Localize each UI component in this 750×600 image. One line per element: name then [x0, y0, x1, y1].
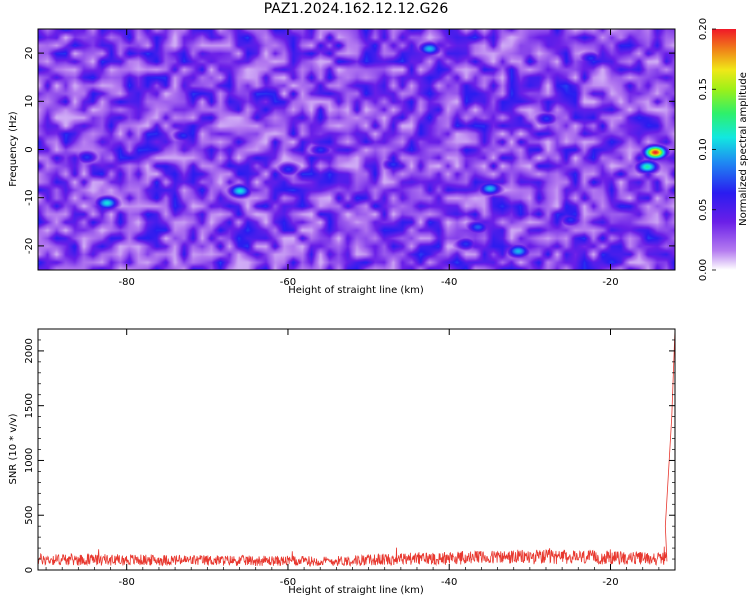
snr-y-tick-label: 0	[24, 567, 35, 573]
colorbar-tick-label: 0.15	[698, 78, 709, 100]
snr-y-label: SNR (10 * v/v)	[8, 413, 19, 484]
snr-y-tick-label: 1500	[24, 393, 35, 418]
snr-x-label: Height of straight line (km)	[288, 585, 424, 596]
spectrogram-panel: -80 -60 -40 -20 -20 -10 0 10 20 Height of strai…	[8, 28, 676, 296]
spectrogram-y-tick-label: 10	[24, 95, 35, 108]
snr-y-tick-label: 1000	[24, 448, 35, 473]
snr-x-tick-label: -60	[280, 577, 296, 588]
snr-y-tick-label: 2000	[24, 338, 35, 363]
snr-series-line	[38, 329, 675, 567]
spectrogram-y-tick-label: -20	[24, 238, 35, 254]
spectrogram-x-tick-label: -40	[441, 277, 457, 288]
colorbar-tick-label: 0.05	[698, 199, 709, 221]
colorbar-tick-label: 0.10	[698, 138, 709, 160]
spectrogram-y-tick-label: 20	[24, 47, 35, 60]
spectrogram-x-label: Height of straight line (km)	[288, 285, 424, 296]
colorbar-tick-label: 0.20	[698, 18, 709, 40]
spectrogram-image	[38, 29, 675, 270]
spectrogram-y-tick-label: -10	[24, 190, 35, 206]
snr-panel: -80 -60 -40 -20 0 500 1000 1500 2000 Height of …	[8, 328, 676, 596]
snr-y-axis: 0 500 1000 1500 2000	[24, 338, 675, 573]
snr-x-tick-label: -40	[441, 577, 457, 588]
colorbar-ticks: 0.00 0.05 0.10 0.15 0.20	[698, 18, 716, 281]
snr-x-axis: -80 -60 -40 -20	[45, 329, 676, 588]
colorbar: 0.00 0.05 0.10 0.15 0.20 Normalized spectral…	[698, 18, 749, 281]
spectrogram-x-tick-label: -80	[119, 277, 135, 288]
spectrogram-x-axis: -80 -60 -40 -20	[119, 29, 619, 288]
spectrogram-y-tick-label: 0	[24, 146, 35, 152]
snr-plot-area	[38, 329, 675, 570]
spectrogram-x-tick-label: -60	[280, 277, 296, 288]
figure-title: PAZ1.2024.162.12.12.G26	[263, 1, 449, 17]
snr-x-tick-label: -80	[119, 577, 135, 588]
snr-x-tick-label: -20	[602, 577, 618, 588]
snr-y-tick-label: 500	[24, 506, 35, 525]
colorbar-tick-label: 0.00	[698, 259, 709, 281]
spectrogram-y-label: Frequency (Hz)	[8, 111, 19, 187]
spectrogram-x-tick-label: -20	[602, 277, 618, 288]
spectrogram-y-axis: -20 -10 0 10 20	[24, 47, 675, 254]
colorbar-label: Normalized spectral amplitude	[738, 72, 749, 226]
